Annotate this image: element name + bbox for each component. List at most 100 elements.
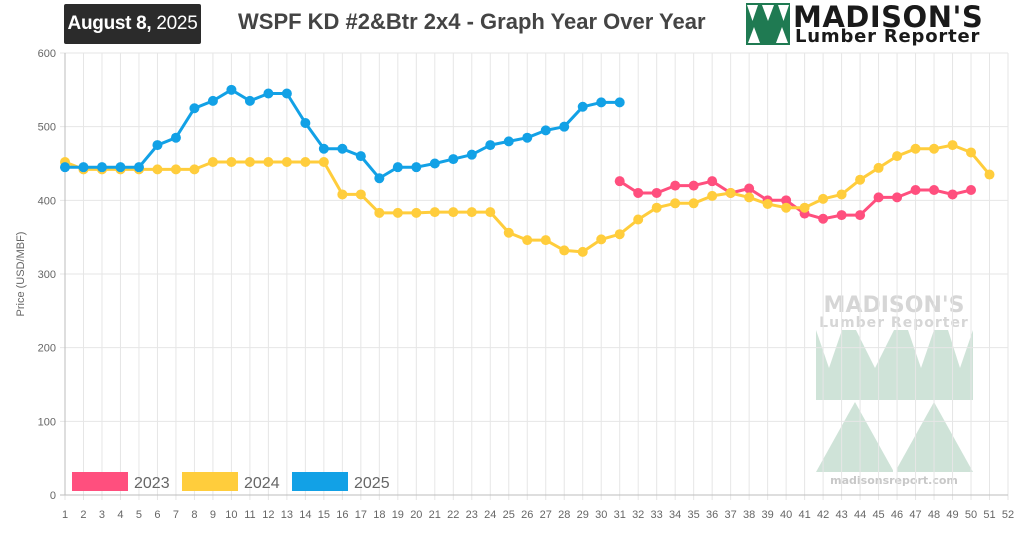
- data-point-2023: [910, 185, 921, 196]
- data-point-2025: [281, 88, 292, 99]
- data-point-2024: [688, 198, 699, 209]
- y-tick-label: 100: [38, 416, 56, 428]
- data-point-2023: [781, 195, 792, 206]
- x-tick-label: 12: [262, 509, 274, 521]
- data-point-2024: [577, 246, 588, 257]
- x-tick-label: 38: [743, 509, 755, 521]
- data-point-2024: [744, 192, 755, 203]
- x-tick-label: 17: [355, 509, 367, 521]
- data-point-2024: [189, 164, 200, 175]
- data-point-2025: [392, 162, 403, 173]
- x-tick-label: 35: [688, 509, 700, 521]
- x-tick-label: 22: [447, 509, 459, 521]
- data-point-2024: [355, 189, 366, 200]
- x-tick-label: 44: [854, 509, 866, 521]
- y-axis-label: Price (USD/MBF): [15, 232, 27, 317]
- x-tick-label: 6: [154, 509, 160, 521]
- data-point-2023: [855, 210, 866, 221]
- data-point-2025: [96, 162, 107, 173]
- data-point-2024: [485, 207, 496, 218]
- data-point-2025: [374, 173, 385, 184]
- x-tick-label: 14: [299, 509, 311, 521]
- data-point-2025: [503, 136, 514, 147]
- x-tick-label: 23: [466, 509, 478, 521]
- data-point-2025: [133, 162, 144, 173]
- data-point-2024: [448, 207, 459, 218]
- x-tick-label: 45: [872, 509, 884, 521]
- madisons-logo: MADISON'S Lumber Reporter: [746, 0, 1016, 47]
- data-point-2024: [725, 187, 736, 198]
- x-tick-label: 19: [392, 509, 404, 521]
- legend-swatch-2025: [292, 472, 348, 491]
- watermark-sub: Lumber Reporter: [819, 315, 969, 331]
- x-tick-label: 3: [99, 509, 105, 521]
- data-point-2025: [540, 125, 551, 136]
- data-point-2023: [688, 180, 699, 191]
- watermark-name: MADISON'S: [824, 293, 965, 318]
- x-tick-label: 41: [798, 509, 810, 521]
- x-tick-label: 18: [373, 509, 385, 521]
- x-tick-label: 42: [817, 509, 829, 521]
- chart-title: WSPF KD #2&Btr 2x4 - Graph Year Over Yea…: [238, 9, 706, 34]
- legend: 2023 2024 2025: [72, 472, 390, 492]
- data-point-2024: [522, 235, 533, 246]
- data-point-2025: [115, 162, 126, 173]
- data-point-2024: [318, 157, 329, 168]
- y-tick-label: 300: [38, 269, 56, 281]
- data-point-2025: [226, 84, 237, 95]
- data-point-2024: [281, 157, 292, 168]
- data-point-2024: [559, 245, 570, 256]
- data-point-2024: [152, 164, 163, 175]
- y-tick-label: 200: [38, 343, 56, 355]
- data-point-2024: [670, 198, 681, 209]
- data-point-2023: [892, 192, 903, 203]
- data-point-2023: [818, 213, 829, 224]
- legend-item-2024: 2024: [182, 472, 280, 492]
- data-point-2025: [411, 162, 422, 173]
- data-point-2024: [614, 229, 625, 240]
- data-point-2023: [744, 183, 755, 194]
- x-tick-label: 9: [210, 509, 216, 521]
- x-tick-label: 25: [503, 509, 515, 521]
- pine-tree-logo-icon: [746, 3, 790, 45]
- y-tick-label: 600: [38, 48, 56, 60]
- x-tick-label: 31: [614, 509, 626, 521]
- x-tick-label: 48: [928, 509, 940, 521]
- legend-swatch-2024: [182, 472, 238, 491]
- data-point-2023: [929, 185, 940, 196]
- data-point-2025: [263, 88, 274, 99]
- data-point-2023: [947, 189, 958, 200]
- data-point-2025: [337, 143, 348, 154]
- data-point-2024: [947, 140, 958, 151]
- x-tick-label: 49: [946, 509, 958, 521]
- x-tick-label: 21: [429, 509, 441, 521]
- data-point-2024: [855, 174, 866, 185]
- data-point-2025: [60, 162, 70, 173]
- x-tick-label: 26: [521, 509, 533, 521]
- watermark-trees-icon: [816, 330, 973, 472]
- legend-swatch-2023: [72, 472, 128, 491]
- logo-sub: Lumber Reporter: [795, 26, 981, 47]
- watermark-url: madisonsreport.com: [830, 474, 958, 487]
- legend-item-2025: 2025: [292, 472, 390, 492]
- x-tick-label: 37: [725, 509, 737, 521]
- data-point-2024: [633, 214, 644, 225]
- data-point-2024: [910, 143, 921, 154]
- data-point-2024: [503, 227, 514, 238]
- x-tick-label: 11: [244, 509, 255, 521]
- x-tick-label: 20: [410, 509, 422, 521]
- x-tick-label: 2: [80, 509, 86, 521]
- x-tick-label: 34: [669, 509, 681, 521]
- x-tick-label: 40: [780, 509, 792, 521]
- data-point-2025: [577, 101, 588, 112]
- axes: 1 2 3 4 5 6 7 8 9 10 11 12 13 14 15 16 17 18 19 20 21 22 23 24 2…: [15, 48, 1014, 521]
- data-point-2024: [966, 147, 977, 158]
- data-point-2024: [170, 164, 181, 175]
- x-tick-label: 15: [318, 509, 330, 521]
- data-point-2024: [836, 189, 847, 200]
- data-point-2025: [152, 140, 163, 151]
- x-tick-label: 4: [117, 509, 123, 521]
- x-tick-label: 10: [225, 509, 237, 521]
- y-tick-label: 0: [50, 490, 56, 502]
